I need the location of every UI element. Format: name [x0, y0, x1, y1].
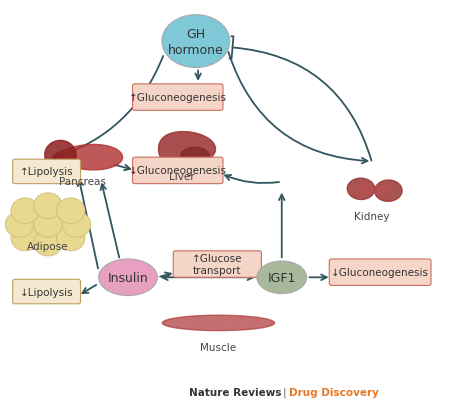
Text: Drug Discovery: Drug Discovery — [288, 387, 379, 398]
Ellipse shape — [257, 261, 307, 294]
Text: Pancreas: Pancreas — [59, 177, 106, 187]
Circle shape — [62, 212, 91, 238]
Circle shape — [11, 226, 40, 251]
FancyBboxPatch shape — [13, 280, 81, 304]
FancyBboxPatch shape — [13, 160, 81, 184]
Circle shape — [5, 212, 34, 238]
Circle shape — [34, 212, 62, 238]
Polygon shape — [158, 132, 216, 167]
FancyBboxPatch shape — [329, 259, 431, 286]
Text: Adipose: Adipose — [27, 241, 69, 251]
Text: ↑Lipolysis: ↑Lipolysis — [20, 167, 73, 177]
Polygon shape — [53, 145, 122, 171]
Circle shape — [56, 198, 85, 224]
Circle shape — [34, 231, 62, 256]
Text: Insulin: Insulin — [108, 271, 148, 284]
Circle shape — [11, 198, 40, 224]
Polygon shape — [374, 181, 402, 202]
FancyBboxPatch shape — [173, 251, 262, 278]
Text: |: | — [282, 387, 286, 398]
Polygon shape — [181, 148, 209, 165]
Ellipse shape — [162, 16, 230, 68]
Text: ↑Gluconeogenesis: ↑Gluconeogenesis — [129, 93, 227, 103]
Text: Muscle: Muscle — [200, 342, 237, 352]
Text: Kidney: Kidney — [354, 212, 390, 222]
Text: ↓Lipolysis: ↓Lipolysis — [20, 287, 73, 297]
Polygon shape — [347, 179, 375, 200]
Ellipse shape — [99, 259, 157, 296]
Text: ↓Gluconeogenesis: ↓Gluconeogenesis — [129, 166, 227, 176]
Text: Nature Reviews: Nature Reviews — [189, 387, 282, 398]
FancyBboxPatch shape — [132, 85, 223, 111]
Polygon shape — [45, 141, 76, 170]
Circle shape — [56, 226, 85, 251]
Circle shape — [34, 193, 62, 219]
FancyBboxPatch shape — [132, 158, 223, 184]
Polygon shape — [358, 186, 371, 195]
Text: ↓Gluconeogenesis: ↓Gluconeogenesis — [331, 267, 429, 278]
Text: Liver: Liver — [169, 172, 195, 182]
Polygon shape — [373, 186, 387, 195]
Text: ↑Glucose
transport: ↑Glucose transport — [192, 254, 243, 275]
Text: GH
hormone: GH hormone — [168, 27, 224, 56]
Polygon shape — [162, 315, 275, 331]
Text: IGF1: IGF1 — [268, 271, 296, 284]
